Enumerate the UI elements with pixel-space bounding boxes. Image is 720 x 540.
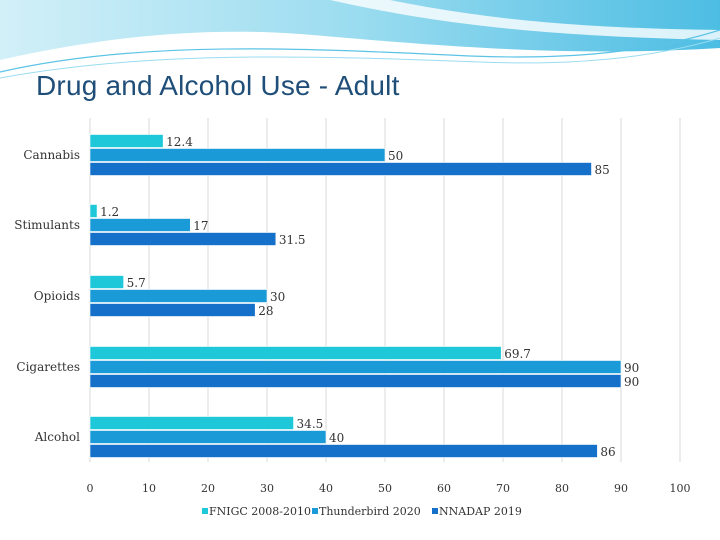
bar-cannabis-series-2 — [89, 148, 386, 162]
bar-stimulants-series-2 — [89, 218, 191, 232]
x-tick-label-0: 0 — [87, 482, 94, 495]
slide-title: Drug and Alcohol Use - Adult — [36, 70, 400, 101]
legend-label-series-2: Thunderbird 2020 — [319, 505, 421, 518]
x-tick-label-20: 20 — [201, 482, 215, 495]
x-tick-label-80: 80 — [555, 482, 569, 495]
category-label-cigarettes: Cigarettes — [16, 360, 80, 374]
data-label-alcohol-series-1: 34.5 — [297, 417, 324, 431]
bar-opioids-series-1 — [89, 275, 124, 289]
legend-label-series-3: NNADAP 2019 — [439, 505, 522, 518]
bar-cigarettes-series-2 — [89, 360, 622, 374]
chart-x-tick-labels: 0 10 20 30 40 50 60 70 80 90 100 — [87, 482, 691, 495]
data-label-cannabis-series-1: 12.4 — [166, 135, 193, 149]
legend-swatch-series-3 — [432, 508, 438, 514]
legend-label-series-1: FNIGC 2008-2010 — [209, 505, 311, 518]
bar-alcohol-series-1 — [89, 416, 294, 430]
data-label-cigarettes-series-3: 90 — [624, 375, 639, 389]
bar-alcohol-series-2 — [89, 430, 327, 444]
x-tick-label-100: 100 — [670, 482, 691, 495]
chart-legend: FNIGC 2008-2010 Thunderbird 2020 NNADAP 20… — [202, 505, 522, 518]
category-label-stimulants: Stimulants — [14, 218, 80, 232]
data-label-cannabis-series-3: 85 — [595, 163, 610, 177]
chart-bars — [89, 134, 622, 458]
data-label-cigarettes-series-2: 90 — [624, 361, 639, 375]
bar-stimulants-series-1 — [89, 204, 98, 218]
category-label-opioids: Opioids — [34, 289, 80, 303]
bar-cigarettes-series-1 — [89, 346, 502, 360]
category-label-alcohol: Alcohol — [34, 430, 80, 444]
data-label-stimulants-series-2: 17 — [193, 219, 208, 233]
x-tick-label-30: 30 — [260, 482, 274, 495]
legend-swatch-series-1 — [202, 508, 208, 514]
bar-cannabis-series-3 — [89, 162, 592, 176]
bar-alcohol-series-3 — [89, 444, 598, 458]
bar-stimulants-series-3 — [89, 232, 277, 246]
x-tick-label-70: 70 — [496, 482, 510, 495]
swoosh-line-1 — [0, 29, 720, 73]
category-label-cannabis: Cannabis — [23, 148, 80, 162]
x-tick-label-50: 50 — [378, 482, 392, 495]
x-tick-label-90: 90 — [614, 482, 628, 495]
data-label-alcohol-series-2: 40 — [329, 431, 344, 445]
data-label-alcohol-series-3: 86 — [600, 445, 615, 459]
bar-cigarettes-series-3 — [89, 374, 622, 388]
chart-category-labels: Cannabis Stimulants Opioids Cigarettes Alcoh… — [14, 148, 80, 444]
x-tick-label-10: 10 — [142, 482, 156, 495]
data-label-cannabis-series-2: 50 — [388, 149, 403, 163]
swoosh-highlight — [330, 0, 720, 40]
swoosh-line-2 — [0, 37, 720, 79]
x-tick-label-40: 40 — [319, 482, 333, 495]
x-tick-label-60: 60 — [437, 482, 451, 495]
legend-swatch-series-2 — [312, 508, 318, 514]
bar-opioids-series-2 — [89, 289, 268, 303]
header-swoosh-decoration — [0, 0, 720, 79]
swoosh-band — [0, 0, 720, 60]
data-label-opioids-series-2: 30 — [270, 290, 285, 304]
data-label-stimulants-series-1: 1.2 — [100, 205, 119, 219]
data-label-opioids-series-3: 28 — [258, 304, 273, 318]
data-label-cigarettes-series-1: 69.7 — [504, 347, 531, 361]
data-label-opioids-series-1: 5.7 — [127, 276, 146, 290]
bar-cannabis-series-1 — [89, 134, 164, 148]
bar-opioids-series-3 — [89, 303, 256, 317]
data-label-stimulants-series-3: 31.5 — [279, 233, 306, 247]
